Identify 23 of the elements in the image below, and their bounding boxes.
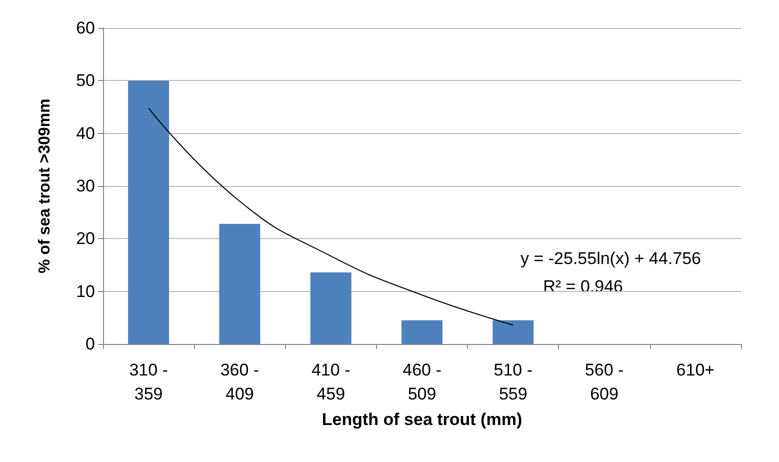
y-tick-label: 50 xyxy=(76,71,95,90)
bar xyxy=(310,272,352,344)
x-tick-label: 610+ xyxy=(676,360,715,380)
y-tick-label: 20 xyxy=(76,229,95,248)
x-tick-label: 310 - 359 xyxy=(129,360,168,404)
bar xyxy=(219,224,260,344)
y-tick-label: 60 xyxy=(76,18,95,38)
y-tick-label: 40 xyxy=(76,124,95,143)
line-series xyxy=(148,108,514,326)
y-tick-label: 0 xyxy=(86,334,95,354)
x-tick-label: 360 - 409 xyxy=(220,360,260,404)
bar xyxy=(128,80,170,344)
x-tick-label: 460 - 509 xyxy=(402,360,442,404)
y-tick-label: 10 xyxy=(76,282,95,301)
bar xyxy=(401,320,443,344)
y-tick-label: 30 xyxy=(76,176,95,196)
y-axis-title: % of sea trout >309mm xyxy=(36,98,54,274)
x-tick-label: 560 - 609 xyxy=(584,360,624,404)
bar xyxy=(492,320,534,344)
x-tick-label: 510 - 559 xyxy=(494,360,533,404)
annotation: y = -25.55ln(x) + 44.756 xyxy=(520,249,702,268)
x-axis-title: Length of sea trout (mm) xyxy=(322,410,522,429)
x-tick-label: 410 - 459 xyxy=(311,360,350,404)
